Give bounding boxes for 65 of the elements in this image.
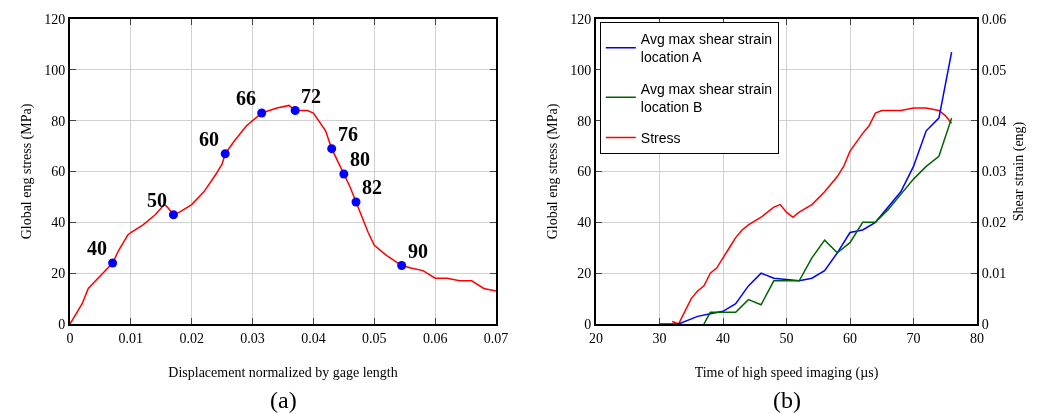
y-tick-label: 100 <box>44 62 66 78</box>
point <box>168 210 178 220</box>
y-tick-label: 20 <box>51 266 66 282</box>
y-tick-label: 40 <box>577 215 592 231</box>
legend-label: Stress <box>640 129 681 146</box>
text: (b) <box>773 387 801 413</box>
y-tick-label: 80 <box>51 113 66 129</box>
line-series <box>703 117 953 324</box>
x-tick-label: 0.05 <box>362 330 387 346</box>
point <box>339 169 349 179</box>
y-axis-title: Global eng stress (MPa) <box>545 103 561 240</box>
y-tick-label: 0 <box>584 316 592 332</box>
x-tick-label: 60 <box>843 330 857 346</box>
y2-axis-title: Shear strain (eng) <box>1011 121 1027 222</box>
y-tick-label: 60 <box>577 164 592 180</box>
point <box>108 258 118 268</box>
x-tick-label: 20 <box>589 330 603 346</box>
x-tick-label: 30 <box>652 330 667 346</box>
annotation: 40 <box>87 237 107 259</box>
x-tick-label: 0.03 <box>240 330 265 346</box>
x-tick-label: 0.06 <box>422 330 448 346</box>
y2-tick-label: 0.01 <box>981 266 1007 282</box>
y-tick-label: 100 <box>570 62 592 78</box>
y2-tick-label: 0.02 <box>981 215 1007 231</box>
point <box>351 197 361 207</box>
y-tick-label: 20 <box>577 266 592 282</box>
legend-label: Avg max shear strain location A <box>640 31 773 66</box>
annotation: 90 <box>408 240 428 262</box>
x-tick-label: 0.04 <box>301 330 326 346</box>
x-axis-title: Time of high speed imaging (µs) <box>694 365 879 381</box>
point <box>257 108 267 118</box>
x-tick-label: 50 <box>779 330 794 346</box>
y2-tick-label: 0.05 <box>981 62 1007 78</box>
annotation: 80 <box>350 148 370 170</box>
annotation: 50 <box>147 189 167 211</box>
y2-tick-label: 0.06 <box>981 11 1007 27</box>
y2-tick-label: 0 <box>981 316 989 332</box>
x-tick-label: 0.07 <box>483 330 509 346</box>
y-tick-label: 120 <box>570 11 592 27</box>
line-series <box>70 104 496 324</box>
point <box>220 149 230 159</box>
y2-tick-label: 0.04 <box>981 113 1007 129</box>
y-tick-label: 80 <box>577 113 592 129</box>
x-axis-title: Displacement normalized by gage length <box>168 365 398 380</box>
x-tick-label: 40 <box>716 330 730 346</box>
x-tick-label: 70 <box>906 330 921 346</box>
point <box>397 261 407 271</box>
y-tick-label: 120 <box>44 11 66 27</box>
x-tick-label: 0.01 <box>118 330 144 346</box>
y-tick-label: 40 <box>51 215 66 231</box>
text: (a) <box>270 387 297 413</box>
annotation: 72 <box>301 85 321 107</box>
y2-tick-label: 0.03 <box>981 164 1007 180</box>
x-tick-label: 0.02 <box>179 330 204 346</box>
point <box>290 106 300 115</box>
point <box>327 144 337 154</box>
annotation: 82 <box>362 176 382 198</box>
y-tick-label: 0 <box>58 316 66 332</box>
annotation: 66 <box>236 87 256 109</box>
legend-label: Avg max shear strain location B <box>640 80 773 115</box>
y-axis-title: Global eng stress (MPa) <box>19 103 35 240</box>
y-tick-label: 60 <box>51 164 66 180</box>
annotation: 60 <box>199 128 219 150</box>
x-tick-label: 80 <box>970 330 984 346</box>
annotation: 76 <box>338 123 358 145</box>
